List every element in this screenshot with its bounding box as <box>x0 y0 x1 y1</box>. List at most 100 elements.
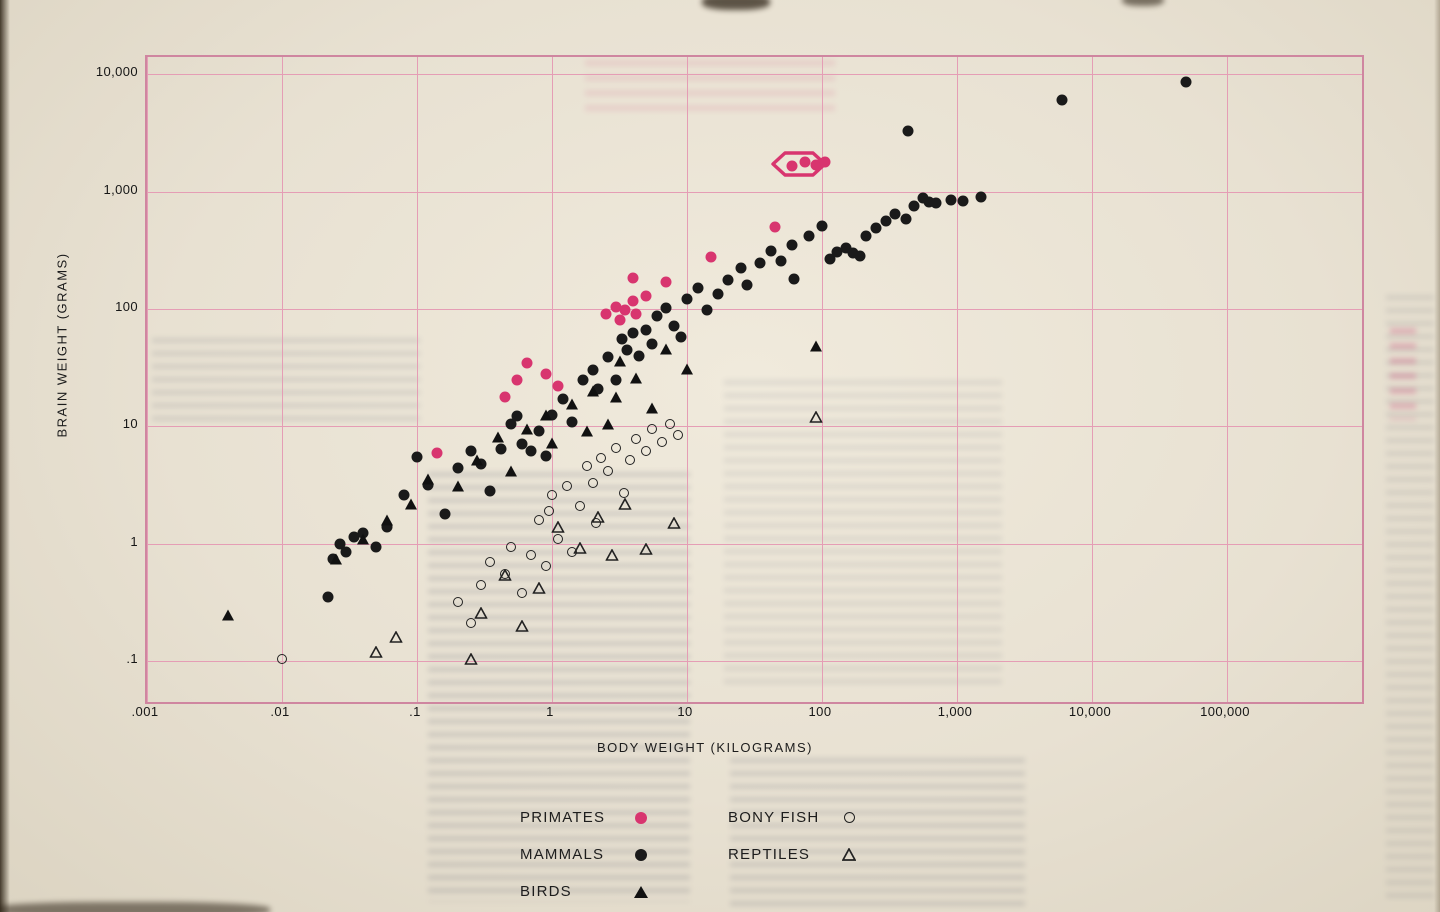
bony-fish-point <box>562 481 573 492</box>
mammals-point <box>803 230 815 242</box>
mammals-point <box>681 293 693 305</box>
bony-fish-point <box>656 436 667 447</box>
mammals-point <box>917 192 929 203</box>
mammals-point <box>465 445 477 457</box>
mammals-point <box>505 418 517 430</box>
mammals-point <box>908 200 920 212</box>
x-tick-label: .001 <box>131 704 159 719</box>
mammals-point <box>775 255 787 267</box>
bony-fish-point <box>672 430 683 441</box>
x-axis-title: BODY WEIGHT (KILOGRAMS) <box>596 740 814 755</box>
mammals-point <box>602 351 614 363</box>
legend-item-birds: BIRDS <box>520 880 650 903</box>
mammals-point <box>484 485 496 497</box>
mammals-point <box>616 333 628 345</box>
mammals-point <box>646 338 658 350</box>
reptiles-point <box>463 652 478 665</box>
birds-point <box>505 465 518 477</box>
horizontal-gridline <box>147 426 1362 428</box>
vertical-gridline <box>147 57 148 702</box>
bony-fish-point <box>574 501 585 511</box>
mammals-point <box>786 239 798 251</box>
birds-point <box>421 473 434 484</box>
bony-fish-point <box>566 547 577 558</box>
mammals-point <box>722 274 734 286</box>
bony-fish-point <box>590 518 601 529</box>
mammals-point <box>880 215 892 227</box>
reptiles-point <box>389 630 403 644</box>
scan-left-edge-shadow <box>0 0 10 912</box>
mammals-point <box>452 462 464 474</box>
legend-item-reptiles: REPTILES <box>728 843 858 866</box>
bony-fish-point <box>526 550 537 561</box>
mammals-point <box>831 246 843 258</box>
mammals-point <box>511 410 523 422</box>
vertical-gridline <box>417 57 418 702</box>
mammals-point <box>1056 94 1068 106</box>
y-axis-title: BRAIN WEIGHT (GRAMS) <box>54 252 70 438</box>
bony-fish-point <box>547 490 557 501</box>
birds-point <box>329 553 342 564</box>
x-tick-label: 100 <box>808 704 832 719</box>
birds-point <box>492 431 505 443</box>
primates-point <box>610 301 622 312</box>
reptiles-point <box>515 619 529 632</box>
mammals-point <box>701 304 713 316</box>
legend-label-primates: PRIMATES <box>520 809 606 826</box>
mammals-point <box>495 443 507 455</box>
mammals-point <box>422 479 434 490</box>
mammals-point <box>577 374 589 386</box>
birds-point <box>614 355 627 367</box>
mammals-point <box>692 282 704 294</box>
birds-point <box>645 402 658 413</box>
ghost-text-left <box>152 338 420 424</box>
mammals-point <box>381 521 393 533</box>
mammals-point <box>340 546 352 558</box>
mammals-point <box>816 220 828 232</box>
x-tick-label: 1,000 <box>937 704 973 719</box>
ghost-text-margin-column <box>1386 295 1434 900</box>
birds-point <box>630 372 643 384</box>
chart-legend: PRIMATES MAMMALS BIRDS BONY FISH REPTILE… <box>520 806 858 903</box>
primates-filled-circle-icon <box>632 811 650 824</box>
mammals-point <box>975 191 987 203</box>
bony-fish-point <box>517 588 528 599</box>
reptiles-point <box>639 542 654 555</box>
y-tick-label: 100 <box>115 299 138 314</box>
bony-fish-point <box>452 597 463 607</box>
x-axis-tick-labels: .001 .01 .1 1 10 100 1,000 10,000 100,000 <box>132 704 1360 726</box>
mammals-point <box>870 222 882 234</box>
mammals-point <box>860 230 871 242</box>
birds-point <box>404 498 417 510</box>
bony-fish-point <box>595 452 606 463</box>
birds-filled-triangle-icon <box>632 885 650 898</box>
mammals-point <box>633 350 645 362</box>
primates-point <box>511 374 523 386</box>
mammals-point <box>516 438 528 450</box>
mammals-point <box>621 344 633 356</box>
bony-fish-point <box>603 465 613 476</box>
ghost-text-right-column <box>724 380 1002 688</box>
vertical-gridline <box>687 57 688 702</box>
mammals-point <box>840 242 852 254</box>
legend-label-bony-fish: BONY FISH <box>728 809 820 826</box>
legend-item-bony-fish: BONY FISH <box>728 806 858 829</box>
primates-point <box>660 276 672 288</box>
mammals-point <box>854 250 866 262</box>
reptiles-point <box>605 548 620 561</box>
reptiles-point <box>369 645 384 658</box>
horizontal-gridline <box>147 543 1362 545</box>
scan-right-edge-shadow <box>1434 0 1440 912</box>
mammals-point <box>525 445 537 457</box>
bony-fish-point <box>552 534 563 544</box>
mammals-point <box>945 194 957 206</box>
mammals-point <box>322 591 334 603</box>
birds-point <box>381 514 394 526</box>
bony-fish-point <box>506 541 517 552</box>
primates-point <box>619 304 631 316</box>
mammals-point <box>1180 76 1192 88</box>
horizontal-gridline <box>147 191 1362 193</box>
vertical-gridline <box>1092 57 1093 702</box>
bony-fish-point <box>544 506 554 517</box>
